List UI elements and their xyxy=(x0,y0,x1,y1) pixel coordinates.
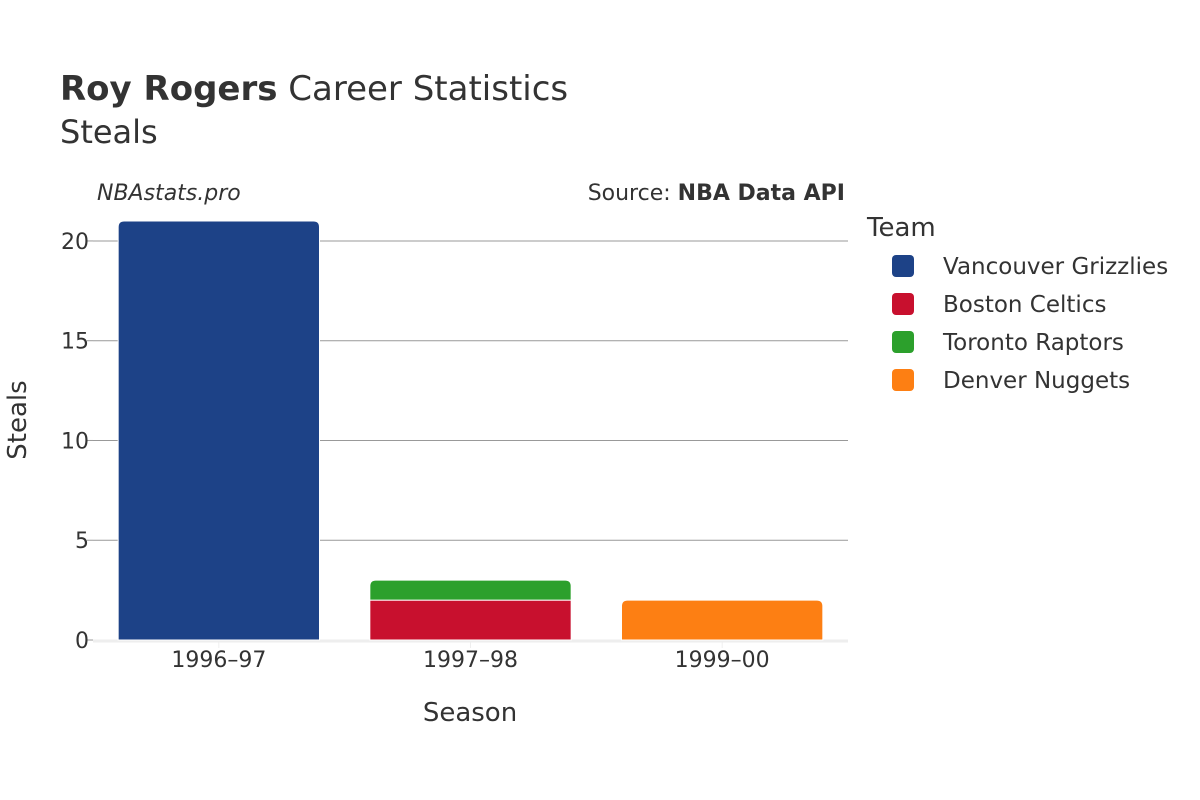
legend-item-boston-celtics[interactable]: Boston Celtics xyxy=(892,292,1106,318)
legend-item-toronto-raptors[interactable]: Toronto Raptors xyxy=(892,330,1124,356)
bars xyxy=(117,220,824,641)
source-prefix: Source: xyxy=(588,181,678,206)
y-tick-label-20: 20 xyxy=(61,230,89,255)
x-tick-label-1997-98: 1997–98 xyxy=(423,648,518,673)
chart-title: Roy Rogers Career Statistics xyxy=(60,69,568,109)
legend-item-denver-nuggets[interactable]: Denver Nuggets xyxy=(892,368,1130,394)
y-tick-label-5: 5 xyxy=(75,529,89,554)
y-tick-label-10: 10 xyxy=(61,429,89,454)
legend-title: Team xyxy=(866,213,936,243)
bar-1996-97-vancouver-grizzlies[interactable] xyxy=(117,220,320,641)
bar-1997-98-toronto-raptors[interactable] xyxy=(369,579,572,601)
legend-label-denver-nuggets: Denver Nuggets xyxy=(943,368,1130,394)
legend-swatch-boston-celtics xyxy=(892,293,914,315)
legend: Team Vancouver Grizzlies Boston Celtics To… xyxy=(866,213,1168,394)
y-axis-title: Steals xyxy=(3,380,33,459)
bar-1997-98-boston-celtics[interactable] xyxy=(369,599,572,641)
y-tick-label-0: 0 xyxy=(75,629,89,654)
x-tick-label-1996-97: 1996–97 xyxy=(171,648,266,673)
y-tick-label-15: 15 xyxy=(61,330,89,355)
bar-1999-00-denver-nuggets[interactable] xyxy=(621,599,824,641)
title-player-name: Roy Rogers xyxy=(60,69,277,109)
chart-subtitle: Steals xyxy=(60,113,158,151)
title-rest: Career Statistics xyxy=(277,69,568,109)
legend-item-vancouver-grizzlies[interactable]: Vancouver Grizzlies xyxy=(892,254,1168,280)
site-credit: NBAstats.pro xyxy=(97,181,241,206)
legend-swatch-vancouver-grizzlies xyxy=(892,255,914,277)
y-axis-ticks: 0 5 10 15 20 xyxy=(61,230,93,654)
legend-swatch-toronto-raptors xyxy=(892,331,914,353)
legend-label-toronto-raptors: Toronto Raptors xyxy=(942,330,1124,356)
legend-label-boston-celtics: Boston Celtics xyxy=(943,292,1106,318)
x-axis-ticks: 1996–97 1997–98 1999–00 xyxy=(171,642,770,673)
legend-label-vancouver-grizzlies: Vancouver Grizzlies xyxy=(943,254,1168,280)
source-name: NBA Data API xyxy=(678,181,845,206)
x-axis-title: Season xyxy=(423,698,517,728)
legend-swatch-denver-nuggets xyxy=(892,369,914,391)
x-tick-label-1999-00: 1999–00 xyxy=(675,648,770,673)
source-credit: Source: NBA Data API xyxy=(588,181,845,206)
